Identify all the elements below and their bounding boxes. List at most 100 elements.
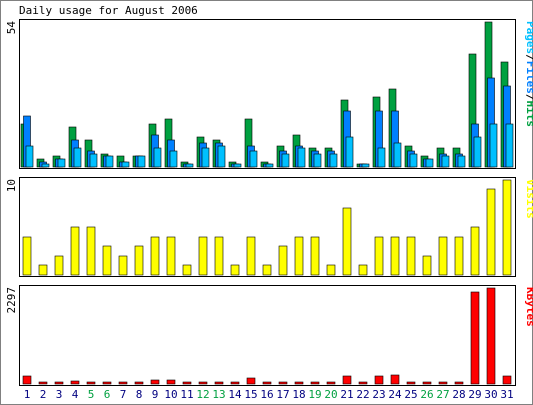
x-tick-label-day-8: 8	[136, 388, 143, 401]
x-tick-label-day-22: 22	[356, 388, 369, 401]
bar-visits-day-28	[454, 236, 464, 276]
bar-kbytes-day-16	[262, 381, 272, 385]
bar-pages-day-3	[57, 158, 66, 168]
bar-pages-day-19	[313, 153, 322, 168]
x-tick-label-day-1: 1	[24, 388, 31, 401]
x-tick-label-day-16: 16	[260, 388, 273, 401]
legend-entry: Visits	[524, 179, 533, 219]
x-tick-label-day-5: 5	[88, 388, 95, 401]
x-tick-label-day-14: 14	[228, 388, 242, 401]
bar-kbytes-day-19	[310, 381, 320, 385]
bar-kbytes-day-5	[86, 381, 96, 385]
bar-pages-day-21	[345, 136, 354, 168]
bar-kbytes-day-30	[486, 287, 496, 385]
bar-visits-day-8	[134, 245, 144, 276]
bar-visits-day-12	[198, 236, 208, 276]
bar-visits-day-23	[374, 236, 384, 276]
x-tick-label-day-3: 3	[56, 388, 63, 401]
panel-visits-ymax-label: 10	[5, 179, 18, 192]
bar-kbytes-day-29	[470, 291, 480, 385]
x-tick-label-day-6: 6	[104, 388, 111, 401]
bar-visits-day-25	[406, 236, 416, 276]
bar-pages-day-7	[121, 161, 130, 168]
panel-hits-ymax-label: 54	[5, 21, 18, 35]
bar-kbytes-day-23	[374, 375, 384, 385]
bar-kbytes-day-31	[502, 375, 512, 385]
x-tick-label-day-10: 10	[164, 388, 177, 401]
x-tick-label-day-17: 17	[276, 388, 289, 401]
bar-kbytes-day-28	[454, 381, 464, 385]
panel-hits-frame	[19, 19, 516, 169]
x-tick-label-day-28: 28	[452, 388, 465, 401]
x-tick-label-day-27: 27	[436, 388, 449, 401]
bar-kbytes-day-3	[54, 381, 64, 385]
bar-pages-day-14	[233, 163, 242, 168]
bar-visits-day-4	[70, 226, 80, 276]
bar-visits-day-19	[310, 236, 320, 276]
x-tick-label-day-23: 23	[372, 388, 385, 401]
x-tick-label-day-30: 30	[484, 388, 497, 401]
bar-kbytes-day-24	[390, 374, 400, 385]
bar-pages-day-31	[505, 123, 514, 168]
bar-visits-day-24	[390, 236, 400, 276]
bar-visits-day-2	[38, 264, 48, 276]
bar-kbytes-day-10	[166, 379, 176, 385]
x-tick-label-day-13: 13	[212, 388, 225, 401]
bar-pages-day-20	[329, 153, 338, 168]
x-tick-label-day-4: 4	[72, 388, 79, 401]
bar-visits-day-22	[358, 264, 368, 276]
bar-visits-day-11	[182, 264, 192, 276]
bar-visits-day-18	[294, 236, 304, 276]
x-tick-label-day-12: 12	[196, 388, 209, 401]
x-tick-label-day-9: 9	[152, 388, 159, 401]
bar-pages-day-29	[473, 136, 482, 168]
panel-visits: 10 Visits	[5, 177, 533, 277]
bar-visits-day-21	[342, 207, 352, 276]
bar-kbytes-day-15	[246, 377, 256, 385]
bar-kbytes-day-17	[278, 381, 288, 385]
legend-entry: /	[524, 54, 533, 61]
bar-pages-day-10	[169, 150, 178, 168]
bar-visits-day-13	[214, 236, 224, 276]
bar-kbytes-day-6	[102, 381, 112, 385]
bar-pages-day-24	[393, 142, 402, 168]
bar-pages-day-13	[217, 145, 226, 168]
bar-kbytes-day-11	[182, 381, 192, 385]
bar-kbytes-day-8	[134, 381, 144, 385]
bar-pages-day-28	[457, 155, 466, 168]
x-tick-label-day-25: 25	[404, 388, 417, 401]
bar-kbytes-day-9	[150, 379, 160, 385]
panel-kbytes-legend: KBytes	[524, 287, 533, 327]
x-tick-label-day-31: 31	[500, 388, 513, 401]
bar-pages-day-4	[73, 147, 82, 168]
bar-pages-day-25	[409, 153, 418, 168]
panel-visits-legend: Visits	[524, 179, 533, 219]
bar-visits-day-1	[22, 236, 32, 276]
bar-visits-day-31	[502, 179, 512, 276]
bar-kbytes-day-22	[358, 381, 368, 385]
panel-kbytes: 2297 KBytes	[5, 285, 533, 386]
x-tick-label-day-29: 29	[468, 388, 481, 401]
x-tick-label-day-26: 26	[420, 388, 433, 401]
bar-kbytes-day-4	[70, 380, 80, 385]
panel-hits-legend: Pages/Files/Hits	[524, 21, 533, 127]
x-tick-label-day-15: 15	[244, 388, 257, 401]
legend-entry: Files	[524, 61, 533, 94]
bar-visits-day-17	[278, 245, 288, 276]
bar-visits-day-29	[470, 226, 480, 276]
x-tick-label-day-11: 11	[180, 388, 193, 401]
bar-kbytes-day-27	[438, 381, 448, 385]
bar-pages-day-16	[265, 163, 274, 168]
bar-kbytes-day-21	[342, 375, 352, 385]
bar-visits-day-27	[438, 236, 448, 276]
x-tick-label-day-21: 21	[340, 388, 353, 401]
legend-entry: Pages	[524, 21, 533, 54]
legend-entry: Hits	[524, 101, 533, 128]
bar-visits-day-30	[486, 188, 496, 276]
panel-visits-frame	[19, 177, 516, 277]
bar-pages-day-6	[105, 155, 114, 168]
x-tick-label-day-2: 2	[40, 388, 47, 401]
